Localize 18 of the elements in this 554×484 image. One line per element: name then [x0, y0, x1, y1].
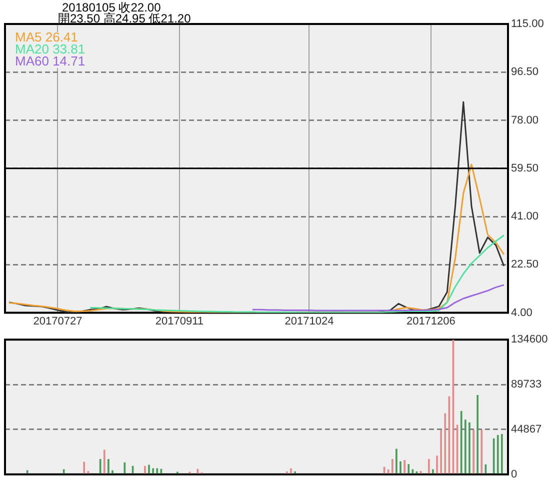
y-tick-label: 59.50: [511, 162, 539, 174]
text: MA20 33.81: [15, 42, 86, 57]
x-tick-label: 20171206: [406, 315, 456, 328]
y-tick-label: 115.00: [511, 18, 544, 30]
y-tick-label: 44867: [511, 424, 542, 436]
y-tick-label: 4.00: [511, 306, 532, 319]
x-tick-label: 20171024: [284, 315, 334, 328]
text: MA5 26.41: [15, 30, 78, 45]
text: MA60 14.71: [15, 54, 86, 69]
y-tick-label: 0: [511, 468, 518, 480]
x-tick-label: 20170727: [33, 315, 82, 328]
y-tick-label: 89733: [511, 378, 542, 391]
y-tick-label: 41.00: [511, 210, 539, 223]
y-tick-label: 96.50: [511, 66, 539, 78]
x-tick-label: 20170911: [155, 315, 204, 328]
y-tick-label: 78.00: [511, 114, 539, 126]
y-tick-label: 134600: [511, 334, 548, 346]
y-tick-label: 22.50: [511, 258, 539, 271]
